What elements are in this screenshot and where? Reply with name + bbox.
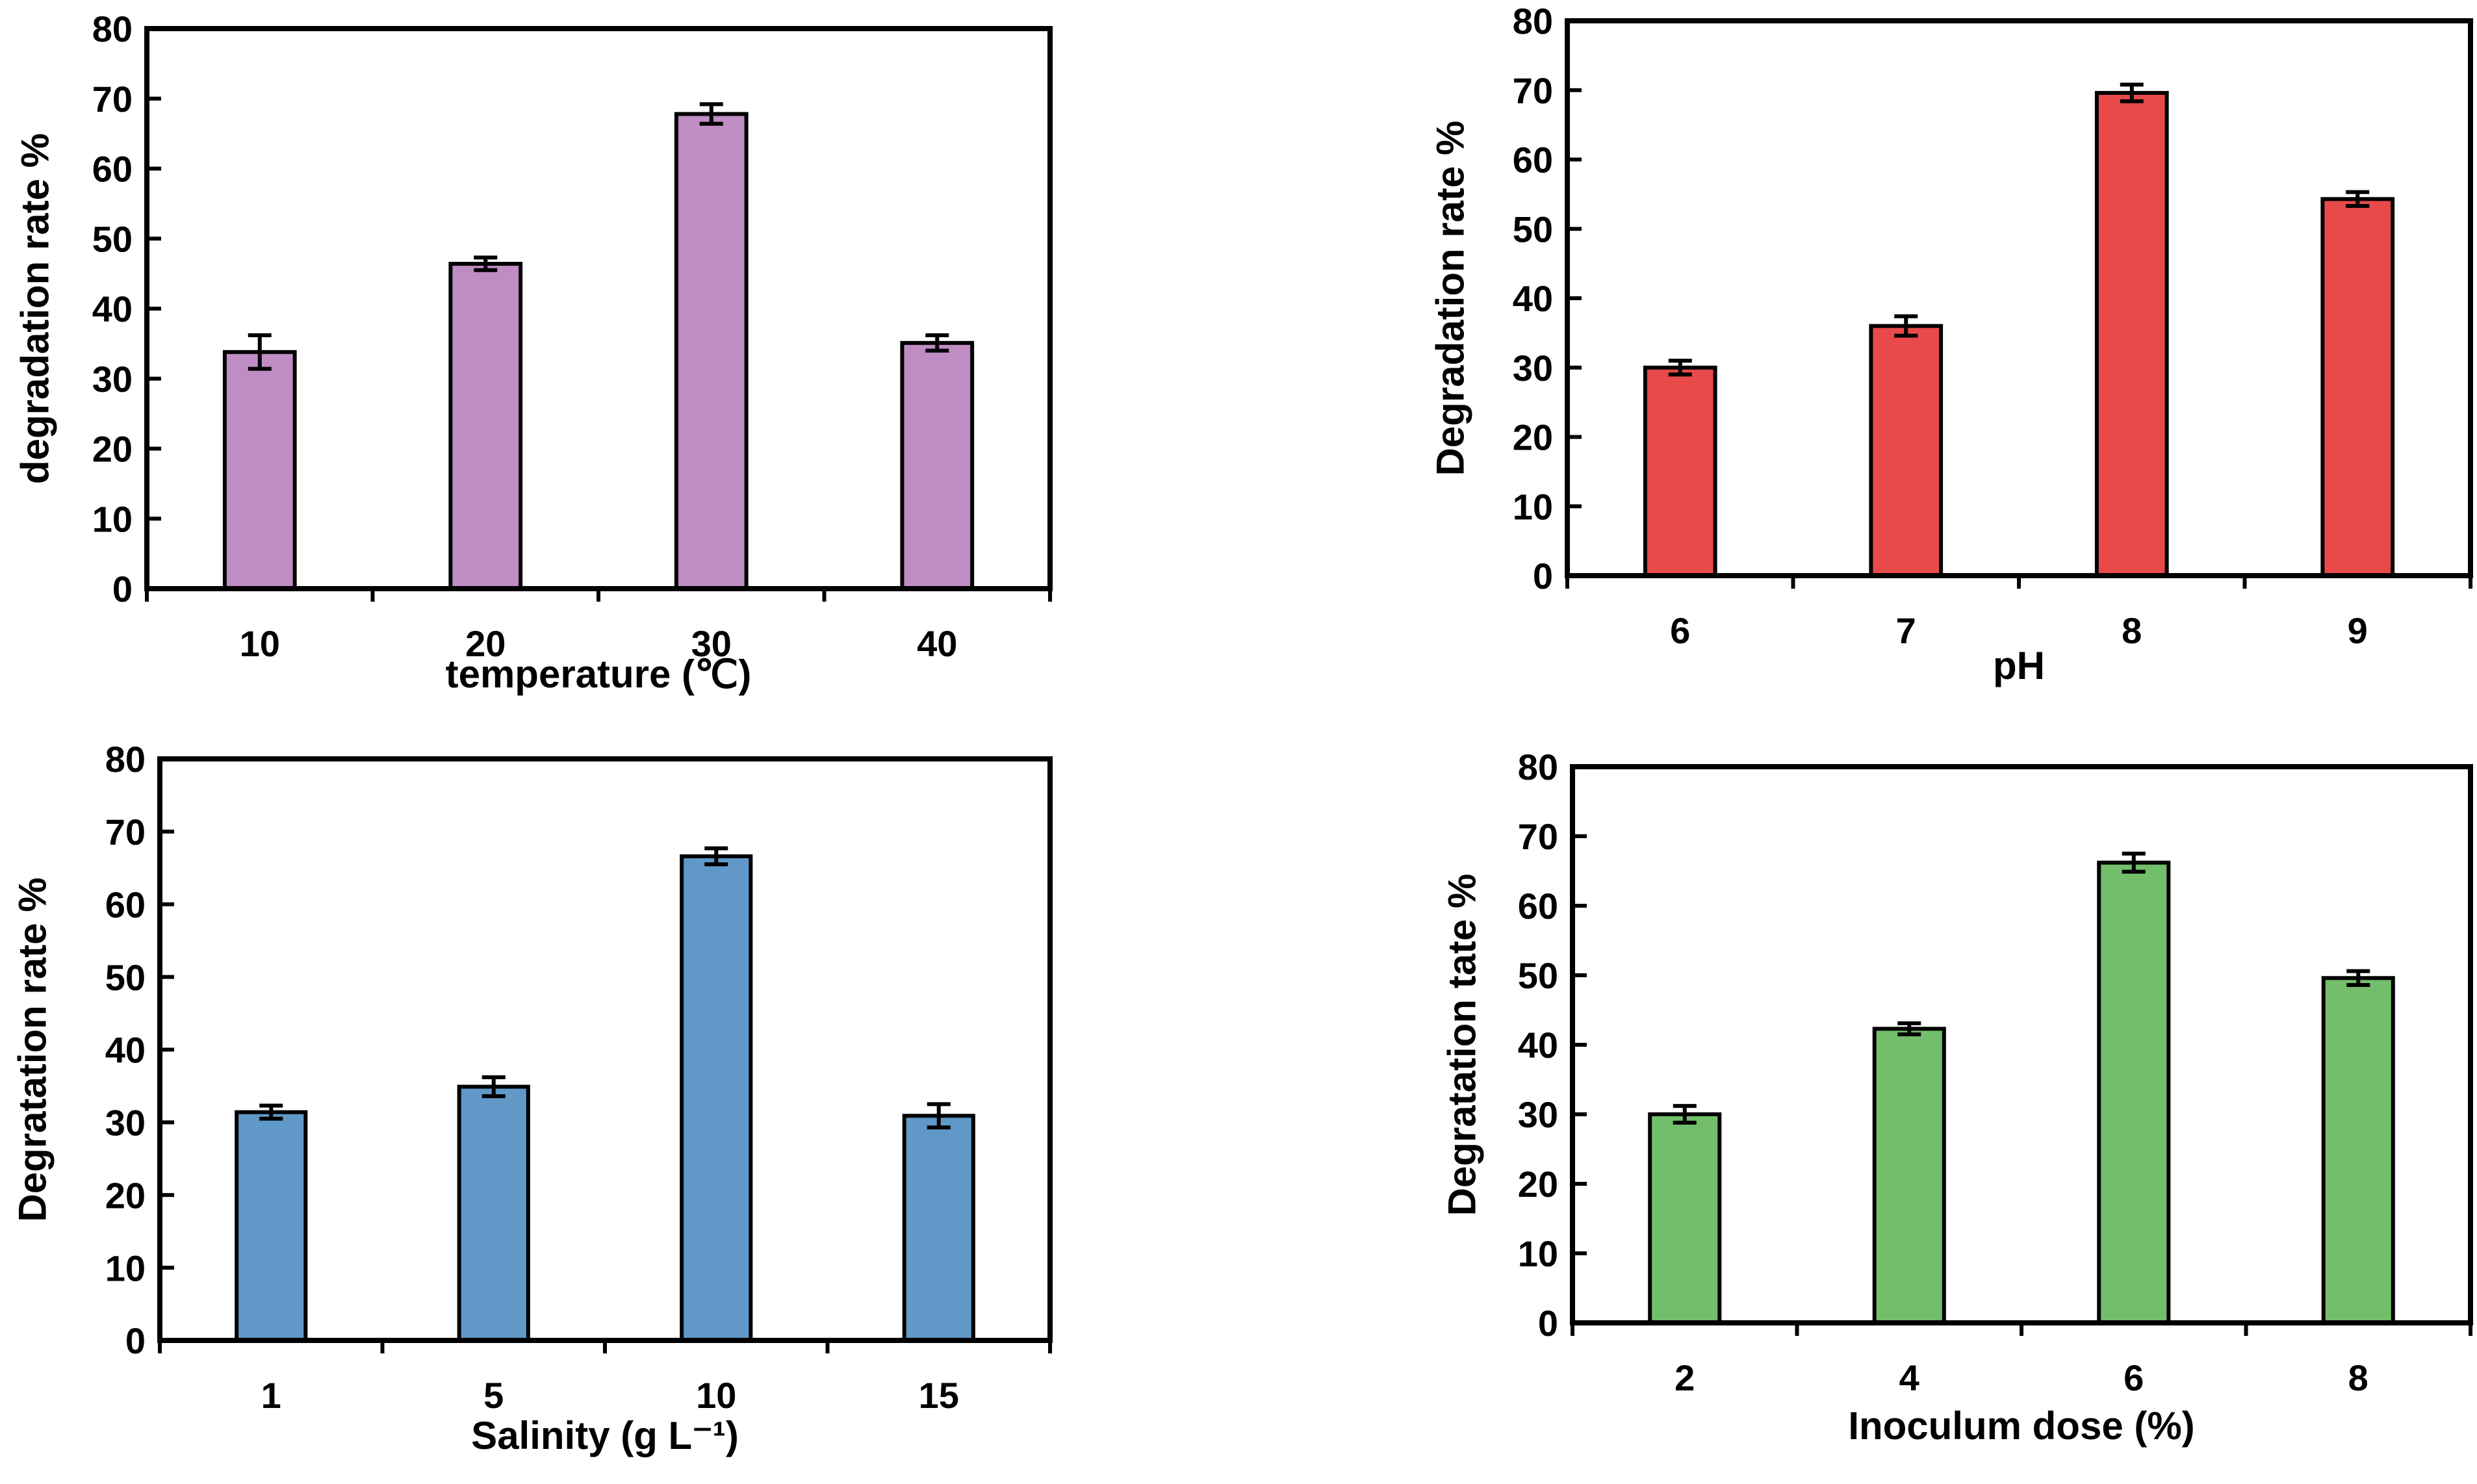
bar [674,112,749,591]
y-axis-title: Degradation rate % [1429,121,1472,476]
bar [680,854,753,1342]
y-tick-label: 10 [1518,1233,1558,1274]
y-tick-label: 70 [105,812,146,852]
error-bar [2346,190,2370,209]
bar [457,1084,530,1343]
y-tick-label: 20 [105,1175,146,1216]
x-axis-title: temperature (℃) [446,652,752,696]
y-tick-label: 80 [105,739,146,780]
bar [2097,860,2171,1325]
y-tick-label: 30 [1518,1094,1558,1135]
y-tick-label: 0 [125,1320,146,1361]
y-tick-label: 40 [1513,278,1553,319]
x-tick-label: 6 [2124,1357,2144,1398]
x-tick-label: 10 [240,623,280,664]
y-tick-label: 50 [1513,209,1553,249]
y-tick-label: 70 [1518,816,1558,857]
error-bar [2120,83,2144,103]
y-tick-label: 0 [1538,1303,1558,1344]
x-tick-label: 4 [1899,1357,1919,1398]
bar [902,1114,975,1343]
y-tick-label: 20 [92,429,133,470]
x-tick-label: 40 [917,623,957,664]
temperature-chart: 0 10 20 30 40 50 60 70 80 10 20 30 40 temperature (℃)… [14,8,1053,696]
inoculum-dose-chart: 0 10 20 30 40 50 60 70 80 2 4 6 8 Inoculum dose (%) De… [1441,747,2473,1448]
error-bar [1894,314,1918,338]
y-tick-label: 30 [1513,348,1553,389]
bar [2321,976,2395,1325]
error-bar [704,846,728,867]
y-tick-label: 50 [1518,955,1558,996]
error-bar [1668,359,1692,377]
bar [2320,197,2395,578]
y-axis-title: degradation rate % [14,133,57,484]
x-tick-label: 15 [919,1375,959,1416]
y-tick-label: 10 [92,498,133,539]
x-tick-label: 10 [696,1375,736,1416]
bar [1643,365,1717,578]
bar [1648,1112,1722,1325]
y-tick-label: 80 [92,8,133,49]
error-bar [927,1102,951,1130]
y-tick-label: 20 [1513,417,1553,458]
y-tick-label: 70 [92,79,133,120]
y-tick-label: 0 [112,569,133,609]
y-tick-label: 40 [105,1030,146,1071]
x-tick-label: 5 [483,1375,504,1416]
x-tick-label: 9 [2348,610,2368,651]
y-tick-label: 60 [1518,886,1558,927]
y-tick-label: 70 [1513,70,1553,111]
y-tick-label: 10 [1513,486,1553,527]
error-bar [1673,1104,1697,1125]
error-bar [2122,851,2146,874]
error-bar [699,102,723,126]
error-bar [2346,969,2370,987]
y-tick-label: 80 [1513,1,1553,42]
bar [900,340,975,591]
error-bar [1897,1021,1921,1036]
y-tick-label: 80 [1518,747,1558,787]
x-tick-label: 30 [691,623,732,664]
bar [222,350,297,591]
x-tick-label: 7 [1896,610,1916,651]
bar [448,262,523,591]
y-tick-label: 0 [1533,556,1553,596]
bar [2094,91,2169,578]
y-tick-label: 60 [1513,140,1553,181]
error-bar [474,255,498,272]
x-tick-label: 1 [261,1375,281,1416]
x-tick-label: 8 [2122,610,2142,651]
bar [1872,1027,1946,1325]
y-tick-label: 40 [1518,1025,1558,1066]
x-tick-label: 20 [465,623,506,664]
y-tick-label: 10 [105,1247,146,1288]
x-axis-title: Inoculum dose (%) [1848,1404,2194,1448]
y-tick-label: 50 [105,957,146,998]
y-tick-label: 30 [92,359,133,400]
x-axis-title: Salinity (g L⁻¹) [471,1414,739,1457]
y-tick-label: 30 [105,1103,146,1144]
y-axis-title: Degratation tate % [1441,874,1484,1216]
ph-chart: 0 10 20 30 40 50 60 70 80 6 7 8 9 pH Degradation rate … [1429,1,2473,687]
y-tick-label: 60 [92,149,133,190]
x-tick-label: 8 [2348,1357,2368,1398]
x-tick-label: 2 [1675,1357,1695,1398]
x-axis-title: pH [1993,644,2045,687]
bar [235,1110,308,1343]
error-bar [259,1103,283,1121]
y-tick-label: 20 [1518,1164,1558,1205]
error-bar [481,1075,506,1099]
y-tick-label: 50 [92,218,133,259]
bar [1869,324,1944,578]
error-bar [248,333,272,371]
y-tick-label: 60 [105,884,146,925]
y-tick-label: 40 [92,288,133,329]
x-tick-label: 6 [1670,610,1690,651]
error-bar [925,333,949,353]
y-axis-title: Degratation rate % [11,877,55,1222]
